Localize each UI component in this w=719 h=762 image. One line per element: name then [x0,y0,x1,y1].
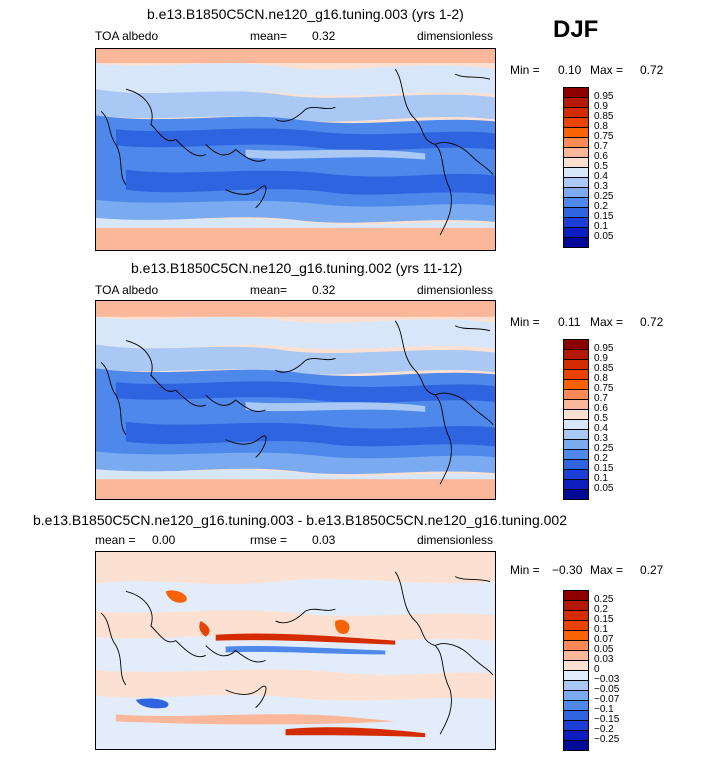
colorbar-tick-label: 0.15 [594,463,614,474]
panel-2-mean-label: mean= [250,283,288,297]
colorbar-tick-label: 0 [594,664,600,675]
panel-2-max-value: 0.72 [640,315,664,329]
panel-3-max-label: Max = [590,563,624,577]
panel-3-min-label: Min = [510,563,540,577]
colorbar-tick-label: 0.2 [594,453,608,464]
colorbar-tick-label: 0.4 [594,423,608,434]
panel-1-mean-value: 0.32 [312,29,336,43]
colorbar-tick-label: −0.15 [594,714,620,725]
panel-1-title: b.e13.B1850C5CN.ne120_g16.tuning.003 (yr… [147,6,464,22]
panel-3-map [95,551,496,750]
colorbar-tick-label: 0.75 [594,383,614,394]
colorbar-tick-label: 0.07 [594,634,614,645]
panel-2-min-value: 0.11 [558,315,581,329]
colorbar-tick-label: 0.4 [594,171,608,182]
panel-2-title: b.e13.B1850C5CN.ne120_g16.tuning.002 (yr… [131,260,463,276]
colorbar-tick-label: 0.8 [594,121,608,132]
colorbar-tick-label: −0.25 [594,734,620,745]
colorbar-tick-label: 0.2 [594,604,608,615]
panel-3-title: b.e13.B1850C5CN.ne120_g16.tuning.003 - b… [33,512,567,528]
colorbar-tick-label: 0.3 [594,181,608,192]
colorbar-tick-label: 0.15 [594,614,614,625]
panel-2-mean-value: 0.32 [312,283,336,297]
colorbar-tick-label: 0.25 [594,594,614,605]
colorbar-tick-label: 0.5 [594,161,608,172]
colorbar-tick-label: 0.2 [594,201,608,212]
colorbar-tick-label: 0.9 [594,353,608,364]
colorbar-tick-label: −0.2 [594,724,614,735]
panel-2-units: dimensionless [417,283,494,297]
panel-1-variable-label: TOA albedo [95,29,159,43]
colorbar-tick-label: 0.05 [594,644,614,655]
colorbar-tick-label: 0.9 [594,101,608,112]
colorbar-tick-label: 0.95 [594,91,614,102]
colorbar-tick-label: 0.8 [594,373,608,384]
colorbar-tick-label: 0.7 [594,141,608,152]
colorbar-tick-label: 0.03 [594,654,614,665]
season-label: DJF [553,16,599,43]
colorbar-tick-label: 0.6 [594,403,608,414]
panel-3-max-value: 0.27 [640,563,664,577]
colorbar-tick-label: 0.25 [594,443,614,454]
colorbar-tick-label: 0.6 [594,151,608,162]
colorbar-swatch [563,489,589,500]
panel-3-mean-value: 0.00 [152,533,176,547]
panel-2-min-label: Min = [510,315,540,329]
panel-1-map [95,48,496,251]
colorbar-tick-label: 0.85 [594,111,614,122]
colorbar-swatch [563,740,589,751]
panel-3-colorbar: 0.25 0.2 0.15 0.1 0.07 0.05 0.03 0 −0.03 −0.05 −0.… [563,590,623,751]
panel-3-mean-label: mean = [95,533,136,547]
panel-3-units: dimensionless [417,533,494,547]
colorbar-tick-label: 0.1 [594,624,608,635]
colorbar-tick-label: 0.5 [594,413,608,424]
colorbar-tick-label: 0.3 [594,433,608,444]
colorbar-tick-label: 0.25 [594,191,614,202]
colorbar-tick-label: −0.1 [594,704,614,715]
colorbar-tick-label: −0.05 [594,684,620,695]
colorbar-tick-label: 0.95 [594,343,614,354]
colorbar-tick-label: 0.05 [594,231,614,242]
colorbar-swatch [563,237,589,248]
colorbar-tick-label: 0.1 [594,221,608,232]
panel-3-min-value: −0.30 [552,563,583,577]
panel-1-mean-label: mean= [250,29,288,43]
colorbar-tick-label: 0.1 [594,473,608,484]
colorbar-tick-label: 0.05 [594,483,614,494]
colorbar-tick-label: −0.03 [594,674,620,685]
colorbar-tick-label: 0.75 [594,131,614,142]
panel-1-min-label: Min = [510,63,540,77]
panel-1-units: dimensionless [417,29,494,43]
panel-2-colorbar: 0.95 0.9 0.85 0.8 0.75 0.7 0.6 0.5 0.4 0.3 0.25 0.2… [563,339,623,500]
panel-2-variable-label: TOA albedo [95,283,159,297]
panel-3-rmse-label: rmse = [250,533,288,547]
panel-2-max-label: Max = [590,315,624,329]
panel-1-max-value: 0.72 [640,63,664,77]
panel-1-min-value: 0.10 [558,63,582,77]
panel-2-map [95,300,496,500]
panel-3-rmse-value: 0.03 [312,533,336,547]
colorbar-tick-label: 0.15 [594,211,614,222]
colorbar-tick-label: 0.7 [594,393,608,404]
panel-1-max-label: Max = [590,63,624,77]
colorbar-tick-label: −0.07 [594,694,620,705]
panel-1-colorbar: 0.95 0.9 0.85 0.8 0.75 0.7 0.6 0.5 0.4 0.3 0.25 0.2… [563,87,623,248]
colorbar-tick-label: 0.85 [594,363,614,374]
